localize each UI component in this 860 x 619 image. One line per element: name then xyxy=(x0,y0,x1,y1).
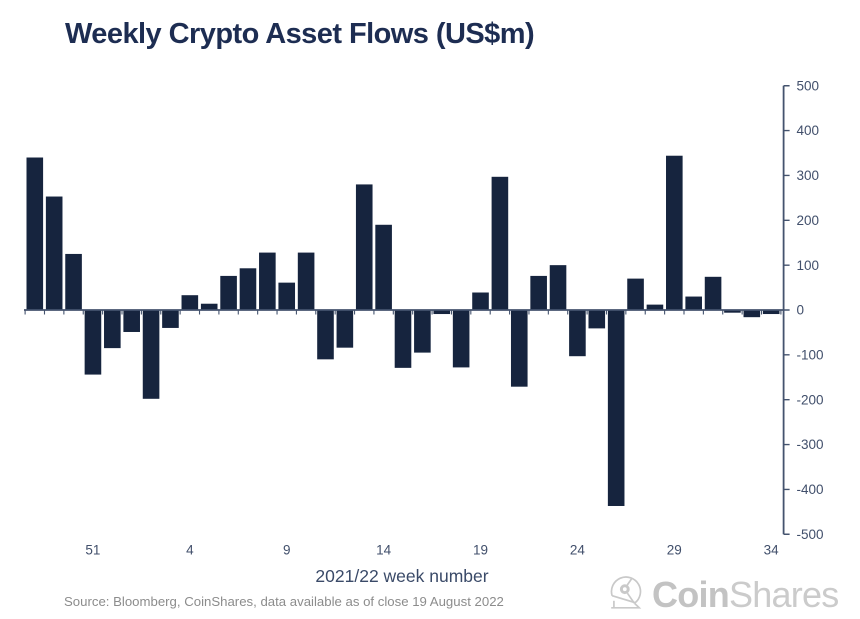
svg-text:-100: -100 xyxy=(797,347,824,362)
svg-text:100: 100 xyxy=(797,258,820,273)
svg-text:300: 300 xyxy=(797,168,820,183)
svg-text:14: 14 xyxy=(376,543,392,558)
svg-text:400: 400 xyxy=(797,123,820,138)
svg-text:500: 500 xyxy=(797,78,820,93)
svg-text:19: 19 xyxy=(473,543,488,558)
svg-text:4: 4 xyxy=(186,543,194,558)
svg-text:34: 34 xyxy=(764,543,780,558)
svg-text:0: 0 xyxy=(797,303,805,318)
svg-text:9: 9 xyxy=(283,543,291,558)
svg-text:-500: -500 xyxy=(797,527,824,542)
svg-text:-200: -200 xyxy=(797,392,824,407)
svg-text:-300: -300 xyxy=(797,437,824,452)
svg-text:-400: -400 xyxy=(797,482,824,497)
svg-text:51: 51 xyxy=(85,543,100,558)
svg-text:29: 29 xyxy=(667,543,682,558)
svg-text:24: 24 xyxy=(570,543,586,558)
svg-text:200: 200 xyxy=(797,213,820,228)
